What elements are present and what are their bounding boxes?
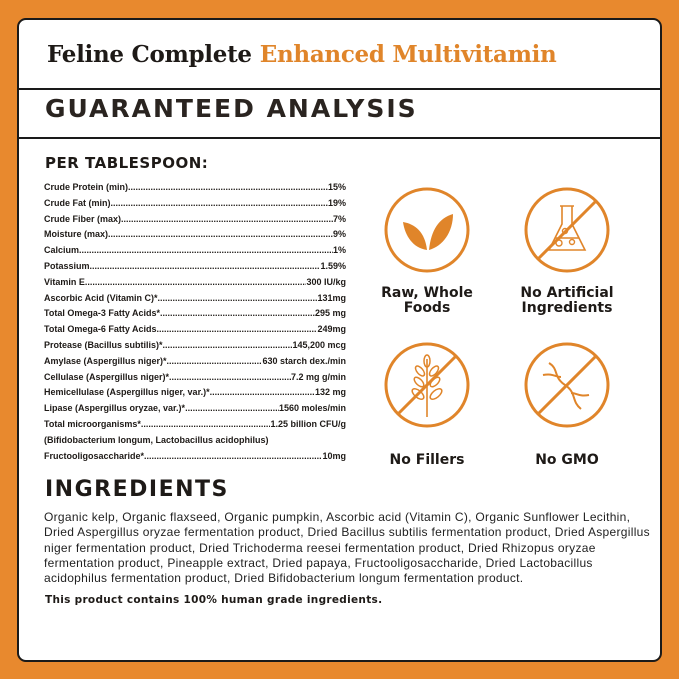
nutrient-label: Hemicellulase (Aspergillus niger, var.)*: [44, 387, 210, 398]
nutrient-value: 1.25 billion CFU/g: [270, 418, 346, 429]
analysis-row: Crude Protein (min) 15%: [44, 180, 346, 196]
analysis-row: Crude Fat (min) 19%: [44, 196, 346, 212]
analysis-row: Total microorganisms* 1.25 billion CFU/g: [44, 417, 346, 433]
label-card: Feline Complete Enhanced Multivitamin GU…: [17, 18, 662, 662]
analysis-row: Calcium 1%: [44, 243, 346, 259]
analysis-row: Total Omega-6 Fatty Acids 249mg: [44, 322, 346, 338]
nutrient-label: Lipase (Aspergillus oryzae, var.)*: [44, 403, 186, 414]
nutrient-value: 295 mg: [314, 308, 346, 319]
dot-leader: [121, 212, 333, 228]
badge-label: Raw, Whole: [381, 285, 473, 301]
nutrient-value: 9%: [332, 229, 346, 240]
nutrient-value: 15%: [327, 182, 346, 192]
analysis-row: Vitamin E 300 IU/kg: [44, 275, 346, 291]
dot-leader: [79, 243, 333, 259]
nutrient-label: Fructooligosaccharide*: [44, 450, 145, 461]
nutrient-label: Total microorganisms*: [44, 418, 141, 429]
dot-leader: [85, 275, 307, 291]
dna-crossed-icon: [524, 342, 610, 428]
analysis-row: Moisture (max) 9%: [44, 227, 346, 243]
badge-label: Ingredients: [521, 300, 613, 316]
nutrient-value: 300 IU/kg: [306, 276, 346, 287]
dot-leader: [169, 370, 291, 386]
analysis-row: Ascorbic Acid (Vitamin C)* 131mg: [44, 291, 346, 307]
dot-leader: [158, 291, 318, 307]
dot-leader: [144, 449, 322, 465]
analysis-table: Crude Protein (min) 15% Crude Fat (min) 19%…: [44, 180, 346, 464]
analysis-row: Total Omega-3 Fatty Acids* 295 mg: [44, 306, 346, 322]
nutrient-value: 19%: [327, 197, 346, 208]
wheat-crossed-icon: [384, 342, 470, 428]
nutrient-label: (Bifidobacterium longum, Lactobacillus a…: [44, 434, 269, 445]
analysis-row: Protease (Bacillus subtilis)* 145,200 mcg: [44, 338, 346, 354]
nutrient-value: 249mg: [317, 324, 346, 335]
dot-leader: [108, 227, 333, 243]
nutrient-label: Amylase (Aspergillus niger)*: [44, 355, 167, 366]
dot-leader: [185, 401, 279, 417]
analysis-row: Potassium 1.59%: [44, 259, 346, 275]
flask-crossed-icon: [524, 187, 610, 273]
ingredients-heading: INGREDIENTS: [45, 477, 229, 502]
analysis-row: Fructooligosaccharide* 10mg: [44, 449, 346, 465]
badge-no-artificial: No Artificial Ingredients: [502, 186, 632, 316]
badge-no-gmo: No GMO: [502, 341, 632, 468]
dot-leader: [141, 417, 271, 433]
divider: [19, 137, 660, 139]
nutrient-label: Ascorbic Acid (Vitamin C)*: [44, 292, 158, 303]
nutrient-label: Total Omega-6 Fatty Acids: [44, 324, 157, 335]
nutrient-label: Crude Fat (min): [44, 197, 111, 208]
analysis-row: Amylase (Aspergillus niger)* 630 starch d…: [44, 354, 346, 370]
nutrient-label: Potassium: [44, 260, 90, 271]
badge-no-fillers: No Fillers: [362, 341, 492, 468]
ingredients-list: Organic kelp, Organic flaxseed, Organic …: [44, 510, 650, 586]
nutrient-label: Crude Fiber (max): [44, 213, 122, 224]
analysis-row: Lipase (Aspergillus oryzae, var.)* 1560 m…: [44, 401, 346, 417]
analysis-row: Hemicellulase (Aspergillus niger, var.)*…: [44, 385, 346, 401]
dot-leader: [167, 354, 263, 370]
nutrient-value: 1560 moles/min: [278, 403, 346, 414]
dot-leader: [90, 259, 321, 275]
nutrient-value: 1%: [332, 245, 346, 256]
divider: [19, 88, 660, 90]
nutrient-value: 131mg: [317, 292, 346, 303]
dot-leader: [160, 306, 315, 322]
dot-leader: [128, 180, 328, 196]
dot-leader: [111, 196, 328, 212]
nutrient-label: Cellulase (Aspergillus niger)*: [44, 371, 170, 382]
badge-label: No GMO: [535, 452, 599, 468]
analysis-row: Cellulase (Aspergillus niger)* 7.2 mg g/m…: [44, 370, 346, 386]
nutrient-label: Moisture (max): [44, 229, 109, 240]
analysis-row: (Bifidobacterium longum, Lactobacillus a…: [44, 433, 346, 449]
badge-raw-whole-foods: Raw, Whole Foods: [362, 186, 492, 316]
nutrient-value: 630 starch dex./min: [262, 355, 346, 366]
product-title: Feline Complete Enhanced Multivitamin: [19, 20, 660, 88]
ingredients-section: INGREDIENTS Organic kelp, Organic flaxse…: [44, 476, 656, 606]
dot-leader: [157, 322, 318, 338]
nutrient-value: 1.59%: [320, 260, 346, 271]
badge-label: Foods: [403, 300, 451, 316]
nutrient-label: Protease (Bacillus subtilis)*: [44, 339, 163, 350]
dot-leader: [210, 385, 315, 401]
nutrient-label: Crude Protein (min): [44, 182, 129, 192]
title-accent: Enhanced Multivitamin: [259, 40, 557, 68]
nutrient-value: 132 mg: [314, 387, 346, 398]
footer-note: This product contains 100% human grade i…: [45, 594, 383, 607]
nutrient-value: 145,200 mcg: [292, 339, 346, 350]
nutrient-value: 7.2 mg g/min: [290, 371, 346, 382]
badge-label: No Artificial: [520, 285, 614, 301]
nutrient-label: Total Omega-3 Fatty Acids*: [44, 308, 161, 319]
leaf-icon: [384, 187, 470, 273]
serving-label: PER TABLESPOON:: [45, 154, 209, 172]
analysis-row: Crude Fiber (max) 7%: [44, 212, 346, 228]
dot-leader: [163, 338, 293, 354]
nutrient-label: Vitamin E: [44, 276, 85, 287]
title-main: Feline Complete: [47, 40, 252, 68]
section-title: GUARANTEED ANALYSIS: [45, 94, 418, 123]
nutrient-value: 7%: [332, 213, 346, 224]
nutrient-label: Calcium: [44, 245, 80, 256]
nutrient-value: 10mg: [322, 450, 346, 461]
badge-label: No Fillers: [389, 452, 465, 468]
